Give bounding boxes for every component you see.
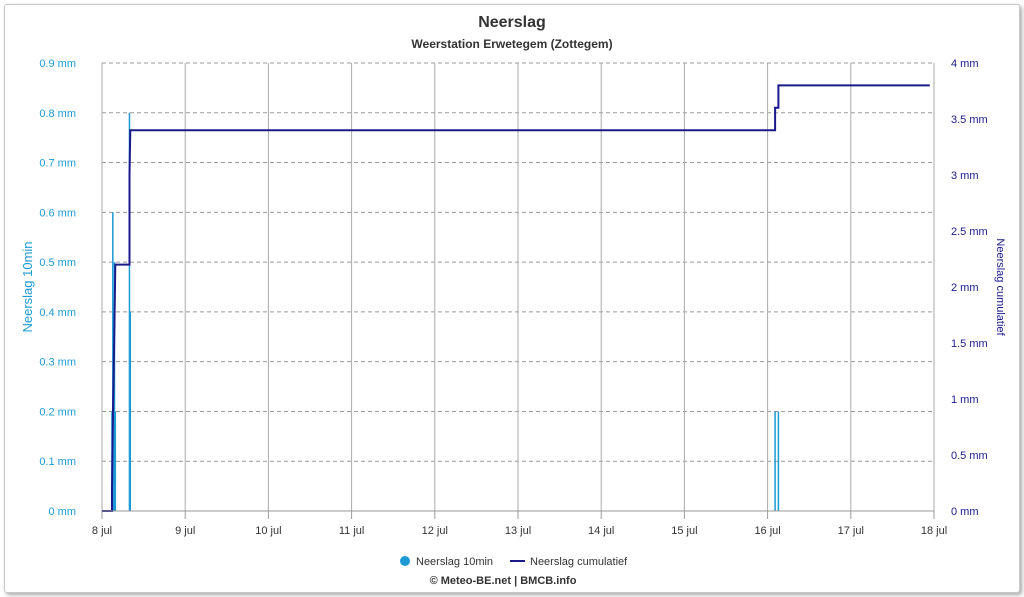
precip-bar[interactable] (112, 212, 114, 512)
x-tick-label: 16 jul (754, 525, 780, 537)
left-axis-ticks: 0 mm 0.1 mm 0.2 mm 0.3 mm 0.4 mm 0.5 mm 0.6 mm… (39, 58, 76, 518)
precip-bar[interactable] (774, 411, 776, 511)
x-tick-label: 17 jul (838, 525, 864, 537)
precip-bar[interactable] (128, 112, 131, 512)
right-tick-label: 3 mm (951, 170, 979, 182)
left-tick-label: 0.5 mm (39, 257, 76, 269)
precip-bar[interactable] (114, 411, 117, 511)
right-tick-label: 4 mm (951, 58, 979, 70)
left-tick-label: 0.7 mm (39, 158, 76, 170)
credits-text[interactable]: © Meteo-BE.net | BMCB.info (430, 575, 577, 587)
left-tick-label: 0.3 mm (39, 357, 76, 369)
x-axis-ticks: 8 jul 9 jul 10 jul 11 jul 12 jul 13 jul 14 jul… (92, 511, 947, 537)
left-tick-label: 0.4 mm (39, 307, 76, 319)
x-tick-label: 9 jul (175, 525, 195, 537)
x-tick-label: 11 jul (339, 525, 364, 537)
x-tick-label: 18 jul (921, 525, 947, 537)
x-tick-label: 10 jul (255, 525, 281, 537)
left-axis-title: Neerslag 10min (20, 241, 35, 332)
series-neerslag-cumulatief-line[interactable] (102, 84, 930, 512)
right-tick-label: 1 mm (951, 394, 979, 406)
precip-bar[interactable] (113, 262, 116, 511)
left-tick-label: 0.8 mm (39, 108, 76, 120)
left-tick-label: 0 mm (49, 506, 77, 518)
x-tick-label: 12 jul (422, 525, 448, 537)
x-tick-label: 15 jul (671, 525, 697, 537)
right-tick-label: 3.5 mm (951, 114, 988, 126)
legend: Neerslag 10min Neerslag cumulatief (400, 556, 628, 568)
x-tick-label: 13 jul (505, 525, 531, 537)
right-tick-label: 1.5 mm (951, 338, 988, 350)
legend-item-neerslag-cumulatief[interactable]: Neerslag cumulatief (510, 556, 628, 568)
left-tick-label: 0.9 mm (39, 58, 76, 70)
left-tick-label: 0.1 mm (39, 456, 76, 468)
left-tick-label: 0.6 mm (39, 207, 76, 219)
precip-bar[interactable] (777, 411, 780, 511)
right-axis-ticks: 0 mm 0.5 mm 1 mm 1.5 mm 2 mm 2.5 mm 3 mm 3.5 mm… (951, 58, 988, 518)
legend-circle-icon (400, 556, 410, 566)
legend-item-neerslag-10min[interactable]: Neerslag 10min (400, 556, 493, 568)
x-tick-label: 8 jul (92, 525, 112, 537)
chart-subtitle: Weerstation Erwetegem (Zottegem) (411, 37, 612, 51)
left-tick-label: 0.2 mm (39, 406, 76, 418)
right-axis-title: Neerslag cumulatief (994, 238, 1006, 336)
grid-lines (101, 62, 935, 511)
precip-bar[interactable] (129, 311, 132, 511)
right-tick-label: 0 mm (951, 506, 979, 518)
right-tick-label: 2 mm (951, 282, 979, 294)
legend-label-neerslag-cumulatief: Neerslag cumulatief (530, 556, 628, 568)
legend-label-neerslag-10min: Neerslag 10min (416, 556, 493, 568)
right-tick-label: 2.5 mm (951, 226, 988, 238)
x-tick-label: 14 jul (588, 525, 614, 537)
chart-title: Neerslag (478, 14, 546, 31)
right-tick-label: 0.5 mm (951, 450, 988, 462)
